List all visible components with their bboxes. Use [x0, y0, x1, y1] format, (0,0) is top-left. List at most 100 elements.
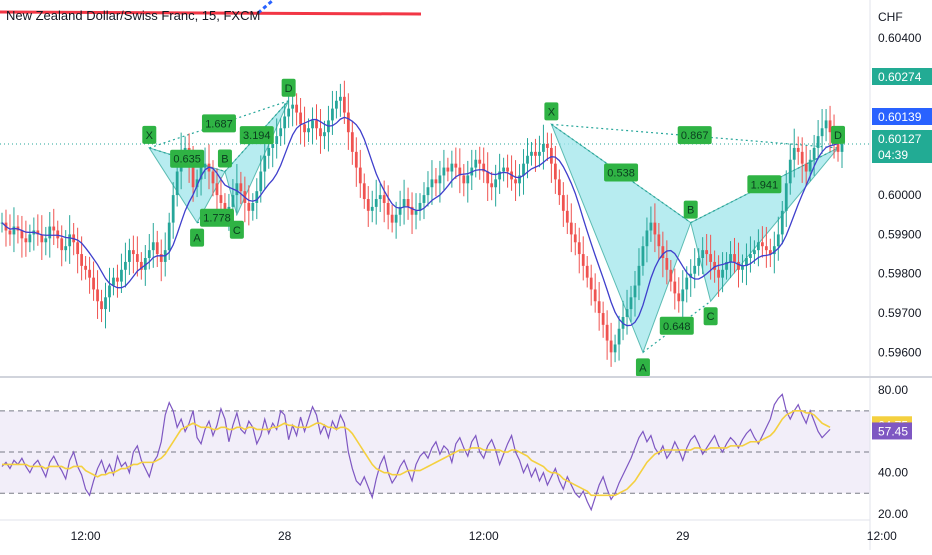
candle-body	[569, 222, 573, 235]
candle-body	[502, 167, 505, 172]
candle-body	[52, 226, 56, 231]
candle-body	[191, 163, 195, 188]
candle-body	[76, 242, 80, 255]
candle-body	[721, 269, 724, 278]
candle-body	[653, 222, 657, 235]
pattern-point-badge	[683, 200, 698, 219]
time-tick-label: 28	[278, 529, 292, 543]
pattern-point-badge	[635, 358, 650, 377]
candle-body	[657, 234, 661, 247]
candle-body	[705, 250, 709, 255]
candle-body	[279, 128, 283, 137]
candle-body	[171, 195, 175, 223]
candle-body	[530, 151, 533, 156]
candle-body	[677, 293, 681, 302]
candle-body	[733, 254, 736, 262]
pattern-ratio-badge	[201, 114, 236, 133]
candle-body	[458, 167, 462, 176]
candle-body	[498, 171, 502, 180]
candle-body	[438, 175, 442, 184]
candle-body	[44, 238, 48, 243]
pattern-point-label: A	[193, 233, 201, 245]
candle-body	[693, 265, 697, 274]
candle-body	[394, 214, 398, 223]
pattern-triangle	[690, 147, 839, 303]
price-tick-label: 0.59700	[878, 306, 922, 320]
candle-body	[450, 163, 454, 172]
candle-body	[151, 242, 155, 251]
candle-body	[713, 261, 716, 270]
candle-body	[335, 100, 338, 109]
candle-body	[669, 269, 673, 282]
candle-body	[155, 242, 159, 255]
candle-body	[641, 246, 645, 266]
candle-body	[239, 183, 243, 192]
candle-body	[649, 222, 653, 231]
pattern-ratio-badge	[659, 316, 694, 335]
candle-body	[546, 144, 549, 148]
candle-body	[175, 171, 179, 196]
candle-body	[382, 195, 386, 203]
candle-body	[573, 234, 577, 243]
candle-body	[263, 155, 267, 172]
pattern-labels[interactable]: X A B C D 0.635 1.778 3.194 1.687 X A B C D 0.538 0.648…	[142, 78, 846, 377]
candle-body	[311, 120, 314, 129]
price-tag	[872, 108, 932, 125]
candle-body	[518, 175, 521, 184]
candle-body	[199, 167, 203, 180]
candle-body	[378, 195, 382, 200]
candle-body	[474, 159, 478, 168]
pattern-ratio-label: 0.867	[681, 130, 709, 142]
candle-body	[741, 265, 744, 270]
drawn-trend-line[interactable]	[0, 10, 422, 16]
pattern-point-label: X	[548, 106, 556, 118]
candle-body	[840, 144, 844, 152]
candle-body	[68, 234, 72, 247]
candle-body	[159, 254, 163, 262]
pattern-point-badge	[281, 78, 296, 97]
candle-body	[665, 258, 669, 270]
pattern-point-badge	[703, 307, 718, 326]
currency-label: CHF	[878, 10, 903, 24]
candle-body	[402, 199, 406, 207]
candle-body	[12, 226, 16, 235]
candle-body	[219, 195, 223, 203]
candle-body	[836, 144, 840, 152]
candle-body	[28, 234, 32, 243]
pattern-point-label: B	[221, 154, 228, 166]
drawn-blue-line[interactable]	[257, 0, 273, 15]
pattern-point-label: D	[834, 130, 842, 142]
candlesticks[interactable]	[0, 80, 844, 367]
rsi-tick-label: 20.00	[878, 507, 908, 521]
candle-body	[494, 179, 498, 188]
time-tick-label: 29	[676, 529, 690, 543]
candle-body	[100, 301, 103, 310]
candle-body	[764, 246, 768, 251]
candle-body	[745, 258, 748, 266]
candle-body	[681, 289, 685, 302]
candle-body	[48, 226, 52, 239]
pattern-ratio-badge	[747, 175, 782, 194]
candle-body	[601, 313, 605, 325]
time-tick-label: 12:00	[867, 529, 897, 543]
pattern-ratio-label: 1.941	[751, 179, 779, 191]
candle-body	[613, 344, 617, 353]
rsi-tag-label: 57.45	[878, 424, 908, 438]
candle-body	[557, 179, 561, 196]
pattern-point-label: X	[146, 130, 154, 142]
moving-average	[1, 116, 843, 327]
candle-body	[92, 277, 95, 290]
candle-body	[812, 147, 816, 160]
price-tick-label: 0.60000	[878, 188, 922, 202]
candle-body	[319, 128, 322, 137]
candle-body	[553, 163, 557, 180]
rsi-tag	[872, 422, 912, 440]
candle-body	[589, 277, 593, 290]
pattern-ratio-label: 3.194	[243, 130, 271, 142]
candle-body	[737, 261, 740, 270]
candle-body	[64, 246, 68, 251]
pattern-ratio-label: 1.687	[205, 118, 233, 130]
candle-body	[147, 250, 151, 258]
